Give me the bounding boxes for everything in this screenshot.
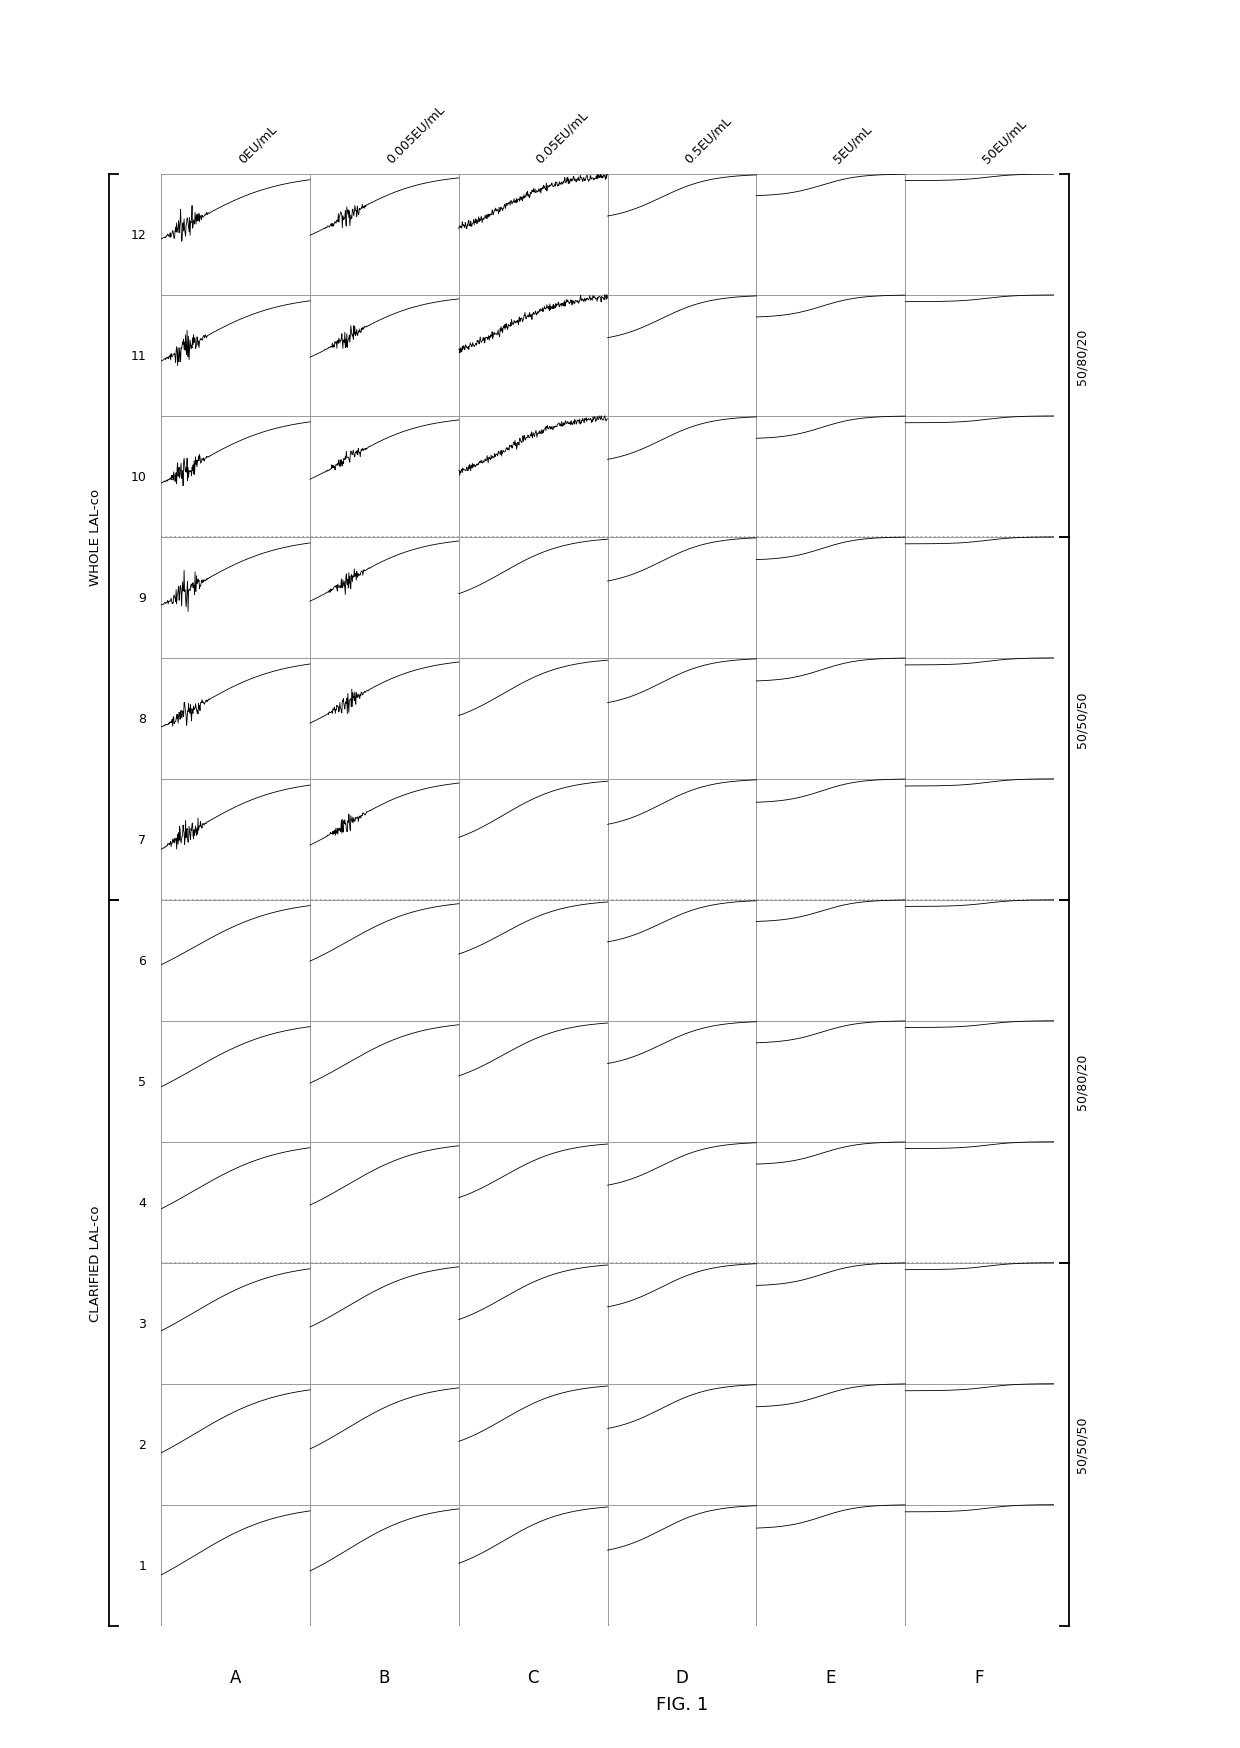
Text: 6: 6 — [139, 954, 146, 967]
Text: 50/50/50: 50/50/50 — [1075, 1416, 1087, 1472]
Text: 50/80/20: 50/80/20 — [1075, 1054, 1087, 1110]
Text: 12: 12 — [130, 229, 146, 241]
Text: 50/50/50: 50/50/50 — [1075, 690, 1087, 746]
Text: 2: 2 — [139, 1439, 146, 1451]
Text: F: F — [975, 1668, 985, 1685]
Text: 3: 3 — [139, 1316, 146, 1330]
Text: 4: 4 — [139, 1196, 146, 1210]
Text: 8: 8 — [139, 713, 146, 725]
Text: 10: 10 — [130, 470, 146, 484]
Text: 0.05EU/mL: 0.05EU/mL — [533, 108, 590, 166]
Text: WHOLE LAL-co: WHOLE LAL-co — [89, 489, 102, 586]
Text: CLARIFIED LAL-co: CLARIFIED LAL-co — [89, 1204, 102, 1321]
Text: 7: 7 — [139, 834, 146, 846]
Text: 0.005EU/mL: 0.005EU/mL — [384, 103, 448, 166]
Text: A: A — [229, 1668, 242, 1685]
Text: 5EU/mL: 5EU/mL — [831, 122, 874, 166]
Text: FIG. 1: FIG. 1 — [656, 1696, 708, 1713]
Text: 50EU/mL: 50EU/mL — [980, 117, 1029, 166]
Text: 5: 5 — [139, 1075, 146, 1087]
Text: 0EU/mL: 0EU/mL — [236, 122, 279, 166]
Text: 1: 1 — [139, 1559, 146, 1571]
Text: D: D — [676, 1668, 688, 1685]
Text: 0.5EU/mL: 0.5EU/mL — [682, 114, 734, 166]
Text: C: C — [527, 1668, 539, 1685]
Text: E: E — [826, 1668, 836, 1685]
Text: 50/80/20: 50/80/20 — [1075, 329, 1087, 385]
Text: 9: 9 — [139, 591, 146, 605]
Text: 11: 11 — [130, 350, 146, 362]
Text: B: B — [378, 1668, 391, 1685]
